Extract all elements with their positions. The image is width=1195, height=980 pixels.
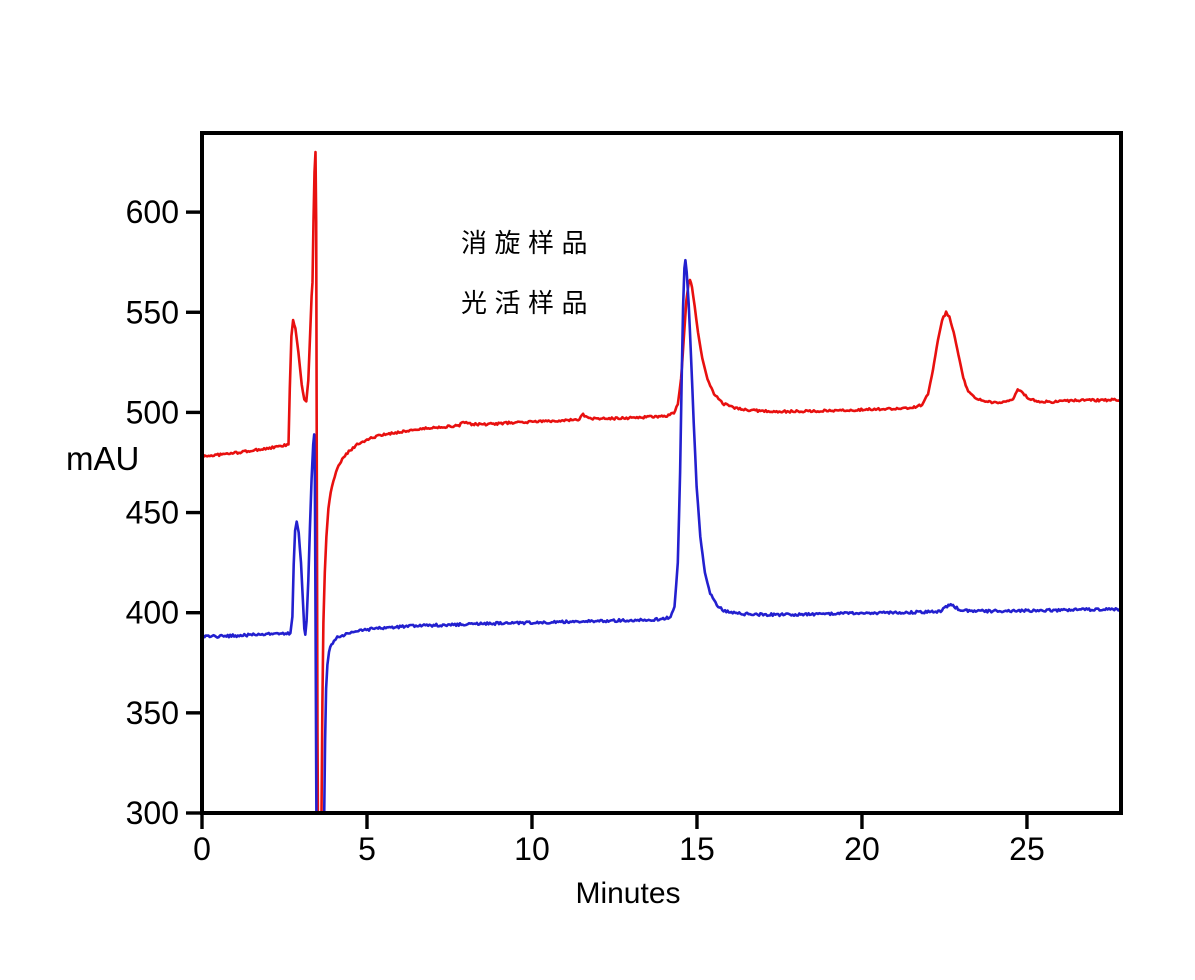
x-tick-label: 20: [844, 831, 880, 867]
x-tick-label: 10: [514, 831, 550, 867]
plot-border: [200, 131, 1123, 815]
y-tick-label: 550: [126, 294, 179, 330]
y-tick-label: 600: [126, 194, 179, 230]
y-tick-label: 450: [126, 495, 179, 531]
x-tick-label: 15: [679, 831, 715, 867]
legend-racemic-label: 消旋样品: [461, 228, 595, 258]
trace-optical: [203, 258, 1120, 812]
axes-group: 0 5 10 15 20 25 300 350 400 450 500 550 600: [126, 131, 1123, 867]
y-tick-label: 400: [126, 595, 179, 631]
y-tick-label: 300: [126, 795, 179, 831]
x-tick-label: 25: [1009, 831, 1045, 867]
x-tick-label: 0: [193, 831, 211, 867]
x-tick-label: 5: [358, 831, 376, 867]
y-tick-label: 500: [126, 394, 179, 430]
trace-racemic: [203, 150, 1120, 812]
y-tick-label: 350: [126, 695, 179, 731]
x-axis-title: Minutes: [575, 877, 680, 910]
y-axis-title: mAU: [66, 440, 139, 477]
legend-optical-label: 光活样品: [461, 288, 595, 318]
trace-group: [203, 150, 1120, 812]
